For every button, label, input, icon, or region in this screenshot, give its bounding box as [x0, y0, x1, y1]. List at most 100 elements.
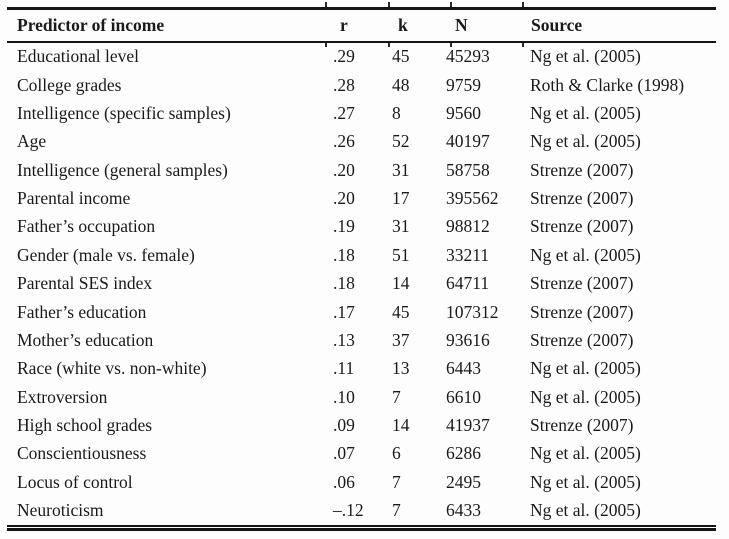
cell-predictor: Parental SES index	[17, 273, 153, 294]
cell-r: .09	[333, 414, 355, 435]
cell-source: Ng et al. (2005)	[530, 471, 641, 492]
table-bottom-rule	[7, 528, 716, 531]
cell-predictor: Intelligence (general samples)	[17, 159, 228, 180]
cell-k: 8	[392, 103, 401, 124]
cell-n: 2495	[446, 471, 481, 492]
column-divider-tick	[522, 41, 524, 47]
table-row: Conscientiousness .07 6 6286 Ng et al. (…	[7, 440, 716, 468]
cell-k: 31	[392, 159, 410, 180]
cell-k: 6	[392, 443, 401, 464]
cell-predictor: Conscientiousness	[17, 443, 147, 464]
cell-predictor: Race (white vs. non-white)	[17, 358, 207, 379]
column-divider-tick	[450, 2, 452, 8]
cell-predictor: Intelligence (specific samples)	[17, 103, 231, 124]
table-row: Mother’s education .13 37 93616 Strenze …	[7, 326, 716, 354]
cell-k: 37	[392, 329, 410, 350]
cell-predictor: High school grades	[17, 414, 153, 435]
cell-k: 45	[392, 46, 410, 67]
cell-source: Ng et al. (2005)	[524, 496, 716, 527]
table-row: Neuroticism –.12 7 6433 Ng et al. (2005)	[7, 496, 716, 527]
cell-n: 6443	[446, 358, 481, 379]
table-row: Father’s occupation .19 31 98812 Strenze…	[7, 213, 716, 241]
cell-k: 7	[392, 471, 401, 492]
cell-predictor: Neuroticism	[7, 496, 327, 527]
column-divider-tick	[522, 2, 524, 8]
cell-source: Ng et al. (2005)	[530, 244, 641, 265]
cell-source: Strenze (2007)	[530, 414, 634, 435]
cell-r: .20	[333, 159, 355, 180]
cell-n: 45293	[446, 46, 490, 67]
cell-r: .19	[333, 216, 355, 237]
cell-predictor: Locus of control	[17, 471, 133, 492]
cell-k: 14	[392, 414, 410, 435]
cell-n: 58758	[446, 159, 490, 180]
cell-r: .28	[333, 74, 355, 95]
cell-source: Ng et al. (2005)	[530, 443, 641, 464]
cell-source: Strenze (2007)	[530, 301, 634, 322]
table-row: High school grades .09 14 41937 Strenze …	[7, 411, 716, 439]
cell-n: 395562	[446, 188, 499, 209]
cell-source: Ng et al. (2005)	[530, 358, 641, 379]
cell-source: Strenze (2007)	[530, 273, 634, 294]
column-header-n: N	[440, 8, 524, 43]
column-header-source: Source	[524, 8, 716, 43]
column-header-k: k	[386, 8, 440, 43]
cell-n: 33211	[446, 244, 490, 265]
cell-k: 7	[386, 496, 440, 527]
cell-source: Strenze (2007)	[530, 216, 634, 237]
cell-r: –.12	[327, 496, 386, 527]
cell-k: 48	[392, 74, 410, 95]
cell-k: 51	[392, 244, 410, 265]
table-row: Locus of control .06 7 2495 Ng et al. (2…	[7, 468, 716, 496]
cell-k: 13	[392, 358, 410, 379]
cell-source: Strenze (2007)	[530, 188, 634, 209]
cell-source: Roth & Clarke (1998)	[530, 74, 685, 95]
cell-r: .17	[333, 301, 355, 322]
cell-r: .20	[333, 188, 355, 209]
cell-predictor: Gender (male vs. female)	[17, 244, 195, 265]
table-row: Parental SES index .18 14 64711 Strenze …	[7, 270, 716, 298]
table-row: Age .26 52 40197 Ng et al. (2005)	[7, 128, 716, 156]
table-row: Parental income .20 17 395562 Strenze (2…	[7, 185, 716, 213]
cell-source: Strenze (2007)	[530, 159, 634, 180]
cell-r: .26	[333, 131, 355, 152]
cell-n: 107312	[446, 301, 499, 322]
cell-r: .11	[333, 358, 355, 379]
cell-n: 41937	[446, 414, 490, 435]
cell-predictor: Mother’s education	[17, 329, 154, 350]
cell-source: Ng et al. (2005)	[530, 386, 641, 407]
table-row: Intelligence (specific samples) .27 8 95…	[7, 100, 716, 128]
cell-n: 6286	[446, 443, 481, 464]
cell-predictor: Father’s occupation	[17, 216, 156, 237]
cell-k: 52	[392, 131, 410, 152]
cell-r: .07	[333, 443, 355, 464]
cell-source: Ng et al. (2005)	[530, 103, 641, 124]
cell-predictor: Educational level	[17, 46, 139, 67]
column-divider-tick	[388, 41, 390, 47]
cell-predictor: Father’s education	[17, 301, 147, 322]
cell-n: 6610	[446, 386, 481, 407]
cell-predictor: Age	[17, 131, 47, 152]
cell-n: 64711	[446, 273, 490, 294]
table-row: Gender (male vs. female) .18 51 33211 Ng…	[7, 241, 716, 269]
table-row: College grades .28 48 9759 Roth & Clarke…	[7, 71, 716, 99]
cell-r: .27	[333, 103, 355, 124]
cell-predictor: Parental income	[17, 188, 131, 209]
table-row: Extroversion .10 7 6610 Ng et al. (2005)	[7, 383, 716, 411]
cell-r: .18	[333, 273, 355, 294]
table-row: Father’s education .17 45 107312 Strenze…	[7, 298, 716, 326]
cell-n: 9759	[446, 74, 481, 95]
column-divider-tick	[388, 2, 390, 8]
cell-k: 7	[392, 386, 401, 407]
cell-n: 98812	[446, 216, 490, 237]
column-header-r: r	[327, 8, 386, 43]
cell-n: 40197	[446, 131, 490, 152]
cell-source: Ng et al. (2005)	[530, 131, 641, 152]
cell-n: 9560	[446, 103, 481, 124]
cell-source: Ng et al. (2005)	[530, 46, 641, 67]
cell-n: 6433	[440, 496, 524, 527]
column-divider-tick	[450, 41, 452, 47]
column-divider-tick	[325, 41, 327, 47]
cell-k: 14	[392, 273, 410, 294]
